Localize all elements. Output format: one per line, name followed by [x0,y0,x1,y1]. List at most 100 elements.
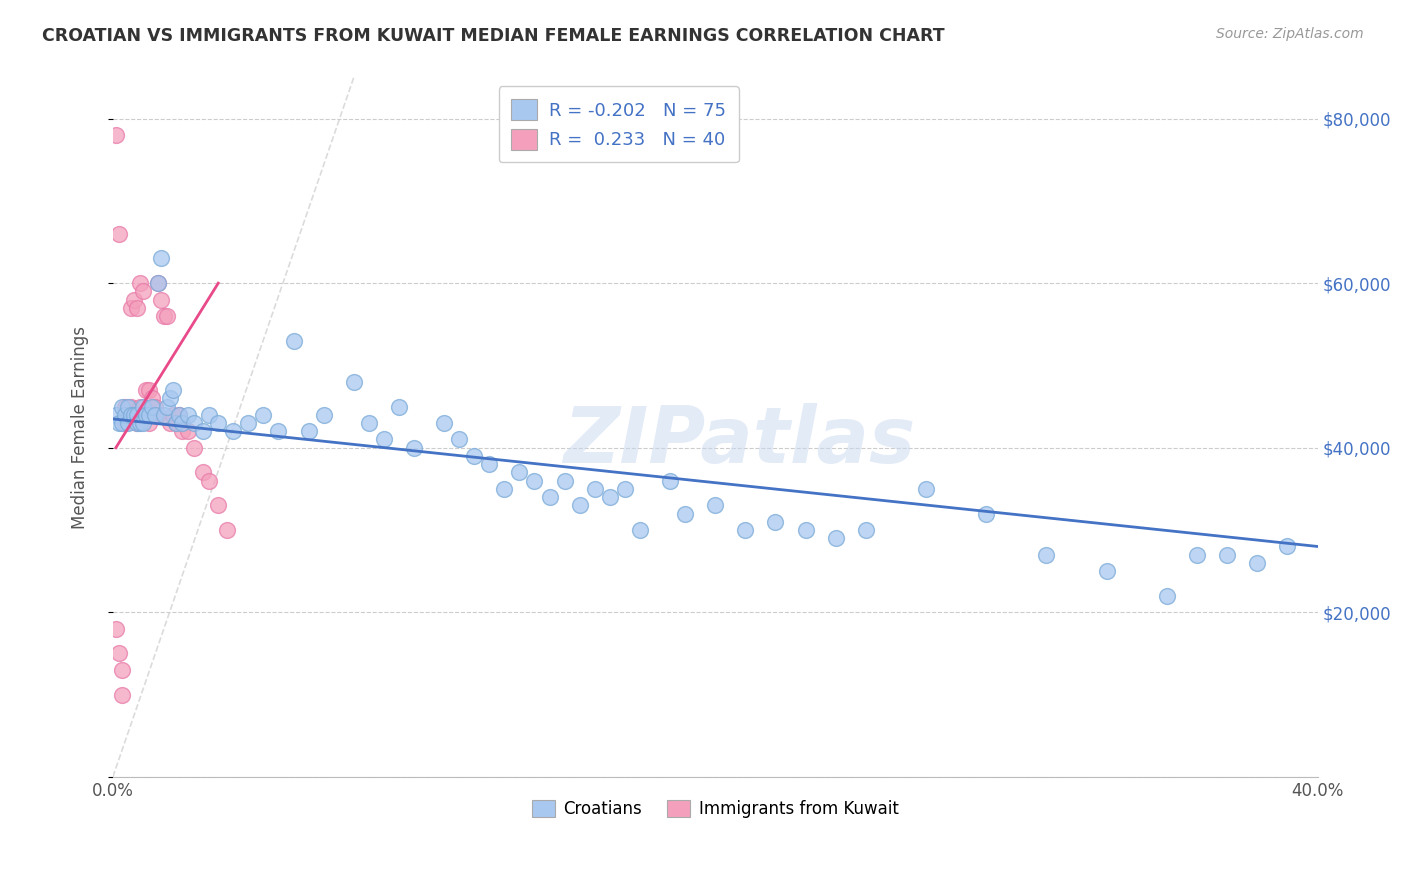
Point [193,424,215,438]
Point [673,507,696,521]
Text: Source: ZipAtlas.com: Source: ZipAtlas.com [1216,27,1364,41]
Point [146,408,169,422]
Point [122,293,145,307]
Point [120,301,142,315]
Y-axis label: Median Female Earnings: Median Female Earnings [72,326,89,529]
Point [523,474,546,488]
Point [267,424,290,438]
Point [167,408,190,422]
Point [108,416,131,430]
Point [135,408,157,422]
Point [132,285,155,299]
Point [554,474,576,488]
Point [628,523,651,537]
Point [198,474,221,488]
Point [135,408,157,422]
Point [117,408,139,422]
Point [704,499,727,513]
Point [132,408,155,422]
Point [222,424,245,438]
Point [146,276,169,290]
Point [297,424,319,438]
Point [207,499,229,513]
Point [1095,564,1118,578]
Point [165,416,187,430]
Point [177,408,200,422]
Point [568,499,591,513]
Point [613,482,636,496]
Point [108,227,131,241]
Point [122,408,145,422]
Point [193,466,215,480]
Point [659,474,682,488]
Point [162,408,184,422]
Point [508,466,530,480]
Point [599,490,621,504]
Point [198,408,221,422]
Point [111,400,134,414]
Point [132,416,155,430]
Point [104,128,127,142]
Point [117,416,139,430]
Point [129,276,152,290]
Point [312,408,335,422]
Point [1216,548,1239,562]
Point [283,334,305,348]
Point [114,416,136,430]
Point [765,515,787,529]
Point [172,424,194,438]
Point [183,441,205,455]
Point [135,383,157,397]
Point [150,293,173,307]
Legend: Croatians, Immigrants from Kuwait: Croatians, Immigrants from Kuwait [524,793,905,824]
Point [125,408,148,422]
Point [120,400,142,414]
Point [114,408,136,422]
Point [125,416,148,430]
Point [252,408,274,422]
Point [108,647,131,661]
Point [494,482,516,496]
Point [138,408,160,422]
Point [449,433,471,447]
Point [855,523,877,537]
Point [478,457,501,471]
Point [132,400,155,414]
Point [183,416,205,430]
Point [238,416,260,430]
Point [463,449,485,463]
Point [150,252,173,266]
Point [129,416,152,430]
Point [1246,556,1268,570]
Point [141,392,163,406]
Point [125,301,148,315]
Point [974,507,997,521]
Point [915,482,938,496]
Point [153,309,176,323]
Point [824,531,846,545]
Point [159,392,181,406]
Point [162,383,184,397]
Point [122,408,145,422]
Point [156,309,179,323]
Point [172,416,194,430]
Point [111,416,134,430]
Point [104,408,127,422]
Point [1277,540,1299,554]
Point [734,523,756,537]
Point [114,400,136,414]
Point [167,408,190,422]
Point [111,663,134,677]
Point [1185,548,1208,562]
Point [177,424,200,438]
Point [402,441,425,455]
Point [217,523,239,537]
Point [1035,548,1057,562]
Point [583,482,606,496]
Point [343,375,366,389]
Point [373,433,395,447]
Point [156,400,179,414]
Text: ZIPatlas: ZIPatlas [564,403,915,479]
Point [159,416,181,430]
Point [794,523,817,537]
